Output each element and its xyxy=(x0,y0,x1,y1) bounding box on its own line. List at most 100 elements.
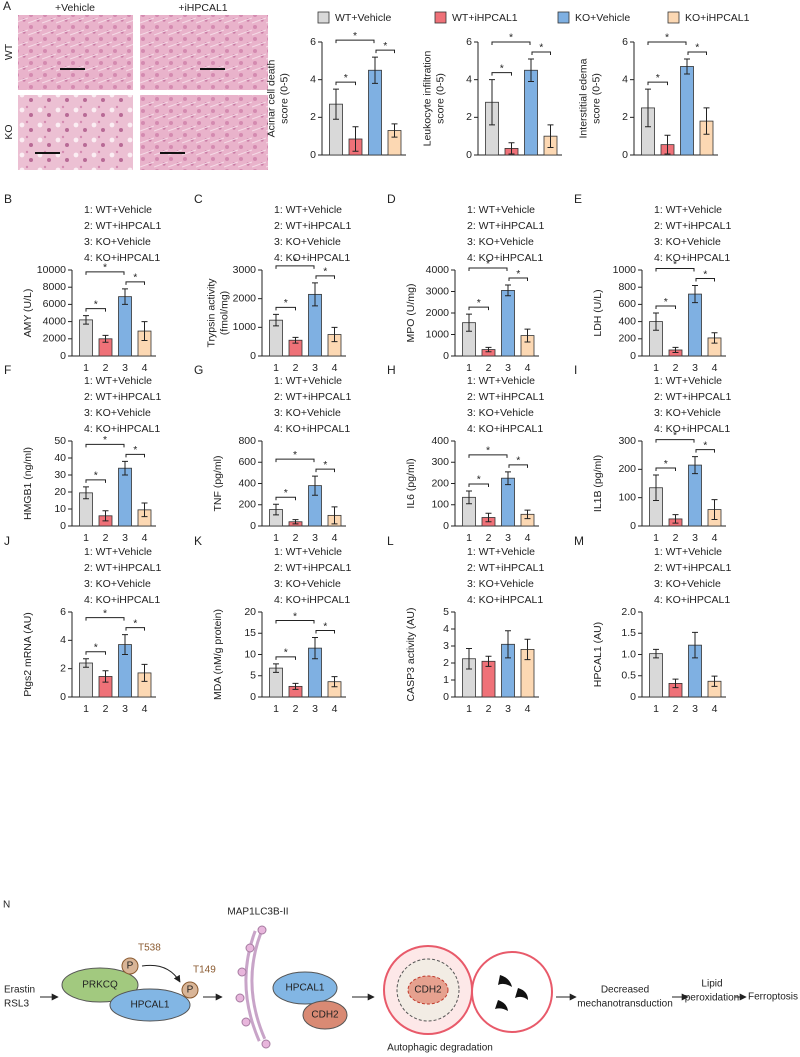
kinase: PRKCQ xyxy=(82,980,118,991)
y-tick-label: 0 xyxy=(630,350,636,362)
chart: 0 200 400 600 800 TNF (pg/ml) G 1: WT+Vehicle 2:… xyxy=(194,363,351,544)
significance-bracket xyxy=(468,483,489,487)
step: mechanotransduction xyxy=(577,999,673,1010)
significance-bracket xyxy=(275,306,296,311)
x-tick-label: 3 xyxy=(122,362,128,374)
y-tick-label: 0 xyxy=(443,350,449,362)
y-axis-label: MPO (U/mg) xyxy=(405,284,417,343)
error-bar xyxy=(141,321,148,342)
step: Ferroptosis xyxy=(748,992,798,1003)
bar xyxy=(118,467,132,527)
y-axis-label: HPCAL1 (AU) xyxy=(592,622,604,687)
error-bar xyxy=(141,502,148,518)
error-bar xyxy=(466,648,472,670)
x-tick-label: 2 xyxy=(486,362,492,374)
y-axis-label: IL6 (pg/ml) xyxy=(405,458,417,508)
x-tick-label: 3 xyxy=(122,532,128,544)
error-bar xyxy=(672,346,679,354)
y-tick-label: 0 xyxy=(60,691,66,703)
chart: 0 2 4 6 Ptgs2 mRNA (AU) J 1: WT+Vehicle 2: WT+i… xyxy=(4,534,161,715)
micrograph xyxy=(140,15,268,90)
protein: HPCAL1 xyxy=(286,983,325,994)
panel-label: K xyxy=(194,534,202,548)
y-tick-label: 20 xyxy=(244,606,256,618)
x-tick-label: 4 xyxy=(142,703,148,715)
significance-label: * xyxy=(103,434,107,446)
significance-bracket xyxy=(491,41,531,45)
x-tick-label: 2 xyxy=(486,532,492,544)
y-tick-label: 4 xyxy=(622,73,628,85)
legend-swatch xyxy=(317,11,330,24)
y-axis-label: (fmol/mg) xyxy=(218,291,230,335)
key-line: 2: WT+iHPCAL1 xyxy=(654,562,731,574)
y-tick-label: 300 xyxy=(618,435,636,447)
key-line: 3: KO+Vehicle xyxy=(274,236,341,248)
significance-label: * xyxy=(133,444,137,456)
x-tick-label: 4 xyxy=(525,362,531,374)
significance-bracket xyxy=(275,265,315,269)
y-tick-label: 200 xyxy=(238,499,256,511)
significance-label: * xyxy=(477,297,481,309)
y-axis-label: score (0-5) xyxy=(278,73,290,124)
key-line: 4: KO+iHPCAL1 xyxy=(84,252,160,264)
significance-label: * xyxy=(284,487,288,499)
error-bar xyxy=(292,336,299,344)
significance-label: * xyxy=(293,256,297,268)
x-tick-label: 1 xyxy=(273,532,279,544)
membrane xyxy=(247,931,264,1041)
x-tick-label: 4 xyxy=(525,703,531,715)
y-axis-label: MDA (nM/g protein) xyxy=(212,609,224,700)
significance-bracket xyxy=(85,308,106,312)
key-line: 4: KO+iHPCAL1 xyxy=(274,594,350,606)
significance-label: * xyxy=(94,470,98,482)
x-tick-label: 3 xyxy=(692,362,698,374)
error-bar xyxy=(524,509,531,520)
significance-bracket xyxy=(531,51,551,55)
x-tick-label: 2 xyxy=(103,362,109,374)
protein: CDH2 xyxy=(414,985,442,996)
significance-label: * xyxy=(500,62,504,74)
significance-label: * xyxy=(673,258,677,270)
y-tick-label: 50 xyxy=(54,435,66,447)
y-axis-label: IL1B (pg/ml) xyxy=(592,455,604,512)
x-tick-label: 3 xyxy=(505,703,511,715)
significance-bracket xyxy=(275,458,315,463)
panel-label: C xyxy=(194,192,203,206)
y-tick-label: 3 xyxy=(443,640,449,652)
key-line: 4: KO+iHPCAL1 xyxy=(654,423,730,435)
significance-bracket xyxy=(687,51,707,55)
key-line: 4: KO+iHPCAL1 xyxy=(84,423,160,435)
error-bar xyxy=(312,637,318,660)
y-tick-label: 6 xyxy=(60,606,66,618)
error-bar xyxy=(102,334,109,343)
error-bar xyxy=(312,475,318,496)
key-line: 3: KO+Vehicle xyxy=(84,236,151,248)
error-bar xyxy=(485,512,492,523)
error-bar xyxy=(703,107,710,135)
y-tick-label: 0 xyxy=(630,691,636,703)
error-bar xyxy=(711,499,718,520)
significance-bracket xyxy=(85,271,125,275)
x-tick-label: 1 xyxy=(273,362,279,374)
panel-label: A xyxy=(3,0,11,13)
significance-bracket xyxy=(275,656,296,660)
x-tick-label: 2 xyxy=(293,532,299,544)
y-tick-label: 200 xyxy=(618,463,636,475)
significance-bracket xyxy=(85,617,125,621)
y-tick-label: 2 xyxy=(443,657,449,669)
error-bar xyxy=(141,663,148,682)
lc3-label: MAP1LC3B-II xyxy=(227,907,288,918)
error-bar xyxy=(505,284,511,297)
y-tick-label: 10 xyxy=(244,648,256,660)
significance-label: * xyxy=(94,642,98,654)
lc3-dot xyxy=(235,993,245,1003)
chart: 0 2 4 6 Leukocyte infiltration score (0-5) * * * xyxy=(421,32,562,161)
significance-label: * xyxy=(516,268,520,280)
significance-bracket xyxy=(125,281,145,285)
micrograph xyxy=(18,15,133,90)
significance-label: * xyxy=(695,42,699,54)
lc3-dot xyxy=(241,1017,251,1027)
key-line: 3: KO+Vehicle xyxy=(467,236,534,248)
error-bar xyxy=(122,634,128,655)
key-line: 1: WT+Vehicle xyxy=(467,546,535,558)
